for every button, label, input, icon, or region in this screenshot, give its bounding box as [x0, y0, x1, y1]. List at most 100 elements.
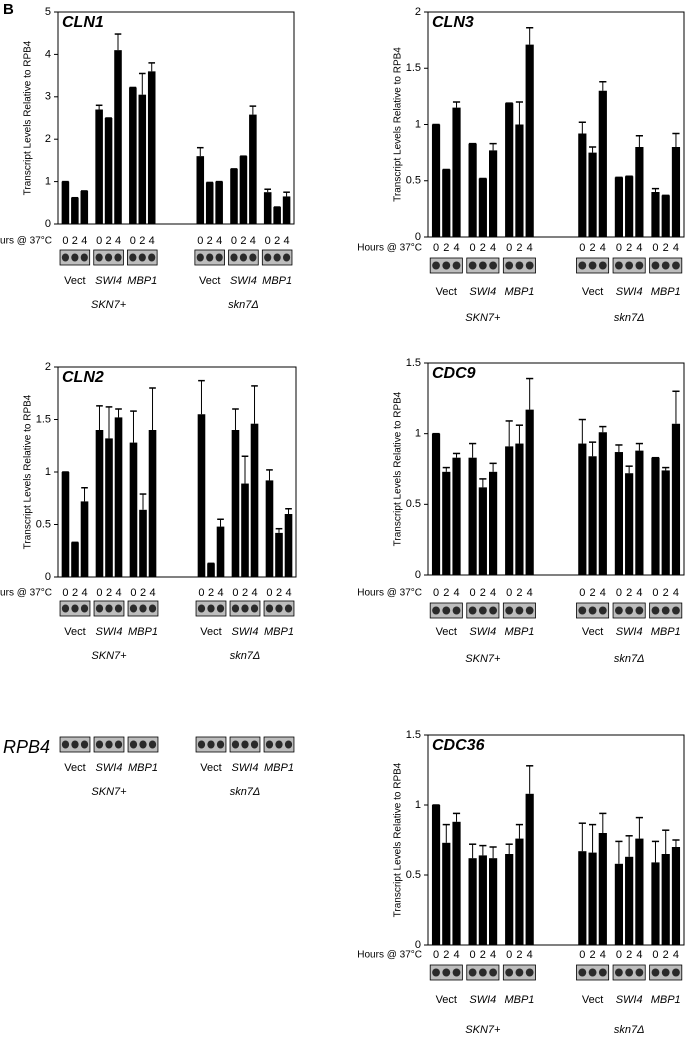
blot-band — [452, 261, 461, 270]
bar — [275, 532, 283, 577]
blot-band — [432, 261, 440, 270]
blot-band — [442, 968, 451, 977]
x-tick-label: 0 — [96, 235, 102, 247]
blot-band — [468, 968, 477, 977]
x-tick-label: 0 — [470, 949, 476, 961]
x-tick-label: 2 — [443, 242, 449, 254]
group-label: SWI4 — [230, 275, 257, 287]
bar — [138, 94, 147, 225]
x-tick-label: 2 — [626, 242, 632, 254]
blot-band — [61, 253, 70, 262]
x-tick-label: 4 — [673, 949, 679, 961]
bar — [80, 501, 89, 577]
x-tick-label: 2 — [140, 587, 146, 599]
plot-frame — [427, 362, 685, 576]
group-label: MBP1 — [128, 762, 158, 774]
blot-band — [625, 606, 634, 615]
plot-frame — [57, 11, 295, 225]
group-label: MBP1 — [128, 626, 158, 638]
blot-band — [264, 253, 272, 262]
bar — [231, 430, 240, 577]
bar — [114, 417, 123, 577]
bar — [525, 793, 534, 945]
group-label: Vect — [436, 626, 457, 638]
bar — [265, 480, 274, 577]
blot-band — [239, 253, 248, 262]
blot-band — [489, 261, 497, 270]
bar — [71, 542, 79, 577]
strain-label: SKN7+ — [91, 299, 127, 311]
bar — [478, 855, 487, 945]
bar — [635, 838, 644, 945]
y-tick-label: 1.5 — [406, 62, 421, 74]
y-tick-label: 2 — [415, 6, 421, 18]
blot-band — [114, 740, 123, 749]
plot-frame — [57, 366, 297, 578]
bar — [61, 181, 70, 224]
group-label: MBP1 — [651, 994, 681, 1006]
x-tick-label: 2 — [663, 587, 669, 599]
x-tick-label: 0 — [652, 949, 658, 961]
x-tick-label: 2 — [240, 235, 246, 247]
x-tick-label: 4 — [453, 949, 459, 961]
x-tick-label: 4 — [284, 235, 290, 247]
bar — [452, 107, 461, 237]
blot-band — [95, 604, 104, 613]
x-tick-label: 4 — [527, 949, 533, 961]
y-tick-label: 0 — [415, 231, 421, 243]
bar — [651, 457, 660, 575]
x-tick-label: 2 — [480, 242, 486, 254]
group-label: Vect — [200, 762, 221, 774]
x-tick-label: 2 — [590, 949, 596, 961]
bar — [104, 118, 113, 224]
x-tick-label: 4 — [81, 235, 87, 247]
group-label: MBP1 — [264, 762, 294, 774]
blot-band — [578, 606, 587, 615]
bar — [431, 805, 441, 945]
group-label: SWI4 — [469, 286, 496, 298]
y-tick-label: 5 — [45, 6, 51, 18]
bar — [614, 177, 623, 237]
blot-band — [197, 604, 206, 613]
bar — [114, 50, 122, 224]
strain-label: SKN7+ — [465, 1024, 501, 1036]
x-tick-label: 4 — [673, 587, 679, 599]
group-label: MBP1 — [504, 626, 534, 638]
x-tick-label: 0 — [433, 587, 439, 599]
strain-label: skn7Δ — [230, 786, 261, 798]
x-tick-label: 0 — [130, 587, 136, 599]
y-axis-label: Transcript Levels Relative to RPB4 — [23, 40, 34, 195]
bar — [452, 457, 461, 575]
group-label: Vect — [64, 275, 85, 287]
x-tick-label: 0 — [652, 587, 658, 599]
bar — [71, 197, 79, 224]
blot-band — [230, 253, 238, 262]
bar — [442, 169, 451, 237]
x-tick-label: 0 — [616, 949, 622, 961]
blot-band — [661, 968, 670, 977]
blot-band — [282, 253, 291, 262]
strain-label: SKN7+ — [465, 653, 501, 665]
blot-band — [206, 253, 214, 262]
blot-band — [129, 740, 138, 749]
blot-band — [588, 606, 597, 615]
blot-band — [207, 740, 215, 749]
x-tick-label: 0 — [616, 242, 622, 254]
x-tick-label: 0 — [579, 242, 585, 254]
blot-band — [61, 604, 70, 613]
blot-band — [525, 606, 534, 615]
x-tick-label: 4 — [490, 949, 496, 961]
y-tick-label: 1.5 — [406, 357, 421, 369]
blot-band — [672, 261, 680, 270]
bar — [442, 842, 451, 945]
plot-frame — [427, 11, 685, 238]
blot-band — [615, 261, 623, 270]
x-tick-label: 2 — [106, 587, 112, 599]
x-tick-label: 4 — [453, 587, 459, 599]
group-label: SWI4 — [469, 626, 496, 638]
blot-band — [525, 968, 534, 977]
bar — [230, 168, 238, 224]
bar — [578, 133, 587, 237]
chart-title: CLN2 — [62, 369, 104, 386]
x-tick-label: 2 — [242, 587, 248, 599]
